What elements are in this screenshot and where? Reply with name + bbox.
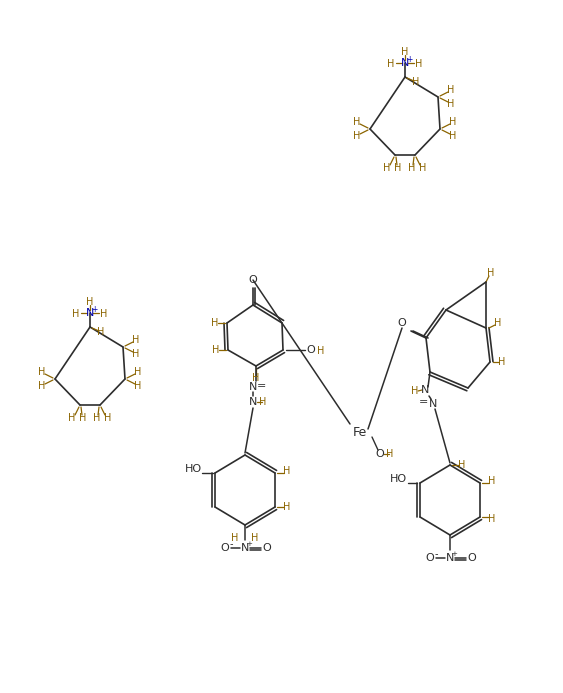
Text: H: H	[38, 367, 46, 377]
Text: N: N	[429, 399, 437, 409]
Text: O: O	[468, 553, 476, 563]
Text: H: H	[132, 349, 140, 359]
Text: O: O	[221, 543, 229, 553]
Text: H: H	[212, 345, 220, 355]
Text: H: H	[86, 297, 93, 307]
Text: N: N	[401, 58, 409, 68]
Text: H: H	[448, 85, 455, 95]
Text: H: H	[354, 131, 361, 141]
Text: O: O	[397, 318, 406, 328]
Text: H: H	[68, 413, 75, 423]
Text: H: H	[401, 47, 409, 57]
Text: H: H	[412, 77, 419, 87]
Text: H: H	[72, 309, 80, 319]
Text: N: N	[249, 382, 257, 392]
Text: H: H	[135, 367, 142, 377]
Text: N: N	[241, 543, 249, 553]
Text: H: H	[387, 59, 395, 69]
Text: H: H	[252, 373, 260, 383]
Text: H: H	[97, 327, 105, 337]
Text: O: O	[307, 345, 315, 355]
Text: H: H	[419, 163, 427, 173]
Text: H: H	[93, 413, 101, 423]
Text: +: +	[91, 304, 97, 313]
Text: H: H	[251, 533, 258, 543]
Text: H: H	[231, 533, 239, 543]
Text: N: N	[421, 385, 429, 395]
Text: H: H	[283, 502, 291, 512]
Text: N: N	[249, 397, 257, 407]
Text: O: O	[376, 449, 385, 459]
Text: H: H	[449, 117, 457, 127]
Text: H: H	[415, 59, 423, 69]
Text: H: H	[394, 163, 401, 173]
Text: H: H	[498, 357, 506, 367]
Text: HO: HO	[390, 474, 406, 484]
Text: H: H	[488, 268, 495, 278]
Text: H: H	[104, 413, 111, 423]
Text: +: +	[406, 55, 412, 64]
Text: H: H	[488, 514, 495, 524]
Text: H: H	[283, 466, 291, 476]
Text: H: H	[408, 163, 415, 173]
Text: H: H	[132, 335, 140, 345]
Text: Fe: Fe	[353, 426, 367, 439]
Text: -: -	[229, 539, 233, 549]
Text: H: H	[412, 386, 419, 396]
Text: =: =	[418, 397, 428, 407]
Text: H: H	[38, 381, 46, 391]
Text: N: N	[446, 553, 454, 563]
Text: H: H	[79, 413, 87, 423]
Text: H: H	[458, 460, 466, 470]
Text: N: N	[86, 308, 94, 318]
Text: H: H	[211, 318, 218, 328]
Text: H: H	[448, 99, 455, 109]
Text: O: O	[426, 553, 435, 563]
Text: O: O	[249, 275, 257, 285]
Text: -: -	[434, 549, 438, 559]
Text: H: H	[488, 476, 495, 486]
Text: +: +	[246, 541, 252, 547]
Text: H: H	[383, 163, 391, 173]
Text: H: H	[100, 309, 108, 319]
Text: H: H	[449, 131, 457, 141]
Text: =: =	[256, 381, 266, 391]
Text: HO: HO	[185, 464, 202, 474]
Text: H: H	[354, 117, 361, 127]
Text: H: H	[135, 381, 142, 391]
Text: O: O	[262, 543, 271, 553]
Text: H: H	[494, 318, 502, 328]
Text: H: H	[386, 449, 394, 459]
Text: H: H	[318, 346, 325, 356]
Text: H: H	[260, 397, 267, 407]
Text: +: +	[451, 551, 457, 557]
